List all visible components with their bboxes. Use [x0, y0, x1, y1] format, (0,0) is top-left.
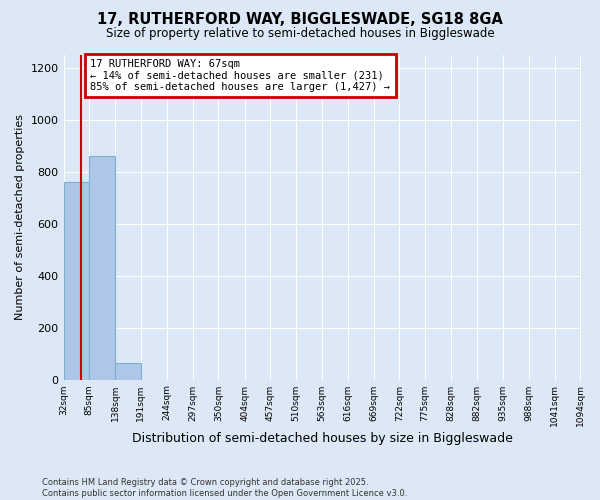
Text: 17 RUTHERFORD WAY: 67sqm
← 14% of semi-detached houses are smaller (231)
85% of : 17 RUTHERFORD WAY: 67sqm ← 14% of semi-d… [91, 59, 391, 92]
Text: Size of property relative to semi-detached houses in Biggleswade: Size of property relative to semi-detach… [106, 28, 494, 40]
Bar [115, 362, 141, 380]
Bar [89, 156, 115, 380]
X-axis label: Distribution of semi-detached houses by size in Biggleswade: Distribution of semi-detached houses by … [131, 432, 512, 445]
Text: 17, RUTHERFORD WAY, BIGGLESWADE, SG18 8GA: 17, RUTHERFORD WAY, BIGGLESWADE, SG18 8G… [97, 12, 503, 28]
Y-axis label: Number of semi-detached properties: Number of semi-detached properties [15, 114, 25, 320]
Text: Contains HM Land Registry data © Crown copyright and database right 2025.
Contai: Contains HM Land Registry data © Crown c… [42, 478, 407, 498]
Bar [64, 182, 89, 380]
